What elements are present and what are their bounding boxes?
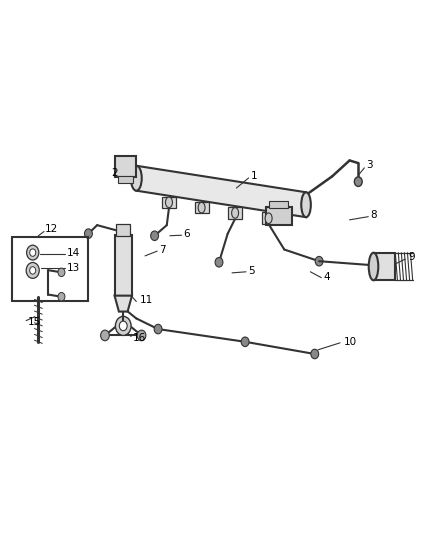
Circle shape [30,266,36,274]
Circle shape [101,330,110,341]
Text: 10: 10 [343,337,357,347]
Circle shape [151,231,159,240]
Ellipse shape [301,192,311,217]
Text: 13: 13 [67,263,80,272]
Ellipse shape [131,166,142,191]
Bar [117,176,133,183]
Circle shape [27,245,39,260]
Circle shape [311,349,319,359]
Circle shape [315,256,323,266]
Ellipse shape [232,208,239,218]
Circle shape [154,324,162,334]
Circle shape [58,293,65,301]
Ellipse shape [369,253,378,280]
Text: 14: 14 [67,248,80,258]
Ellipse shape [265,213,272,223]
Circle shape [116,317,131,335]
Text: 4: 4 [323,272,330,282]
Ellipse shape [166,197,173,208]
Circle shape [26,262,39,278]
Polygon shape [115,296,132,312]
Bar [162,197,176,208]
Circle shape [58,268,65,277]
Polygon shape [136,166,306,217]
Text: 1: 1 [251,172,257,181]
Text: 9: 9 [408,253,414,262]
Text: 3: 3 [366,160,373,169]
Circle shape [215,257,223,267]
Circle shape [137,330,146,341]
Bar [116,224,130,236]
Text: 11: 11 [140,295,153,305]
Text: 6: 6 [184,229,190,239]
Bar [261,213,276,224]
Bar [374,253,395,280]
Text: 15: 15 [28,317,41,327]
Bar [115,156,136,177]
Text: 5: 5 [249,266,255,276]
Circle shape [30,249,36,256]
Bar [265,207,292,225]
Text: 16: 16 [133,333,146,343]
Bar [228,207,242,219]
Text: 2: 2 [111,168,118,178]
Circle shape [119,321,127,330]
Bar [115,235,132,296]
Bar [12,237,88,301]
Text: 8: 8 [371,210,377,220]
Text: 12: 12 [45,224,58,235]
Text: 7: 7 [159,245,166,255]
Bar [269,201,288,208]
Circle shape [241,337,249,346]
Ellipse shape [198,203,205,213]
Circle shape [354,177,362,187]
Bar [194,202,208,214]
Circle shape [85,229,92,238]
